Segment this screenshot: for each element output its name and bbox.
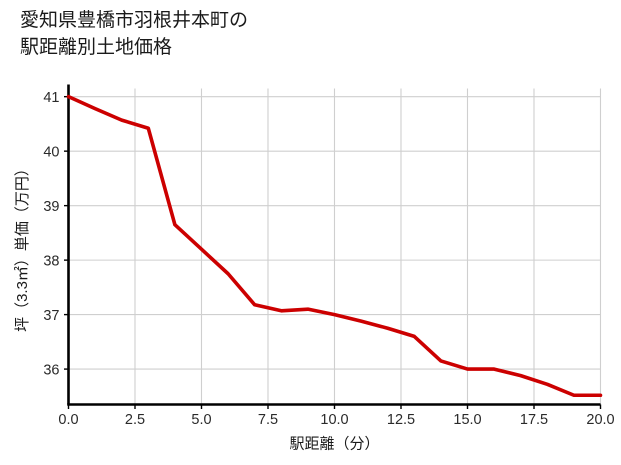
y-tick-label: 36 xyxy=(43,362,59,378)
x-tick-label: 17.5 xyxy=(520,412,548,428)
x-tick-label: 5.0 xyxy=(191,412,211,428)
y-tick-label: 40 xyxy=(43,144,59,160)
x-tick-label: 7.5 xyxy=(258,412,278,428)
x-tick-label: 20.0 xyxy=(586,412,614,428)
x-tick-label: 10.0 xyxy=(320,412,348,428)
axis-tick-labels: 36 37 38 39 40 41 0.0 2.5 5.0 7.5 10.0 12.5 15.0 17.5… xyxy=(43,90,614,428)
y-tick-label: 39 xyxy=(43,199,59,215)
y-tick-label: 37 xyxy=(43,308,59,324)
y-tick-label: 41 xyxy=(43,90,59,106)
x-tick-label: 0.0 xyxy=(58,412,78,428)
y-tick-label: 38 xyxy=(43,253,59,269)
x-axis-title: 駅距離（分） xyxy=(289,435,379,453)
data-series-line xyxy=(66,94,603,398)
grid-lines xyxy=(67,88,602,405)
x-tick-label: 12.5 xyxy=(387,412,415,428)
chart-title: 愛知県豊橋市羽根井本町の 駅距離別土地価格 xyxy=(20,10,249,58)
x-tick-label: 2.5 xyxy=(125,412,145,428)
axis-ticks xyxy=(64,95,602,409)
axis-titles: 駅距離（分） 坪（3.3㎡）単価（万円） xyxy=(14,161,380,452)
y-axis-title: 坪（3.3㎡）単価（万円） xyxy=(14,161,31,332)
x-tick-label: 15.0 xyxy=(453,412,481,428)
